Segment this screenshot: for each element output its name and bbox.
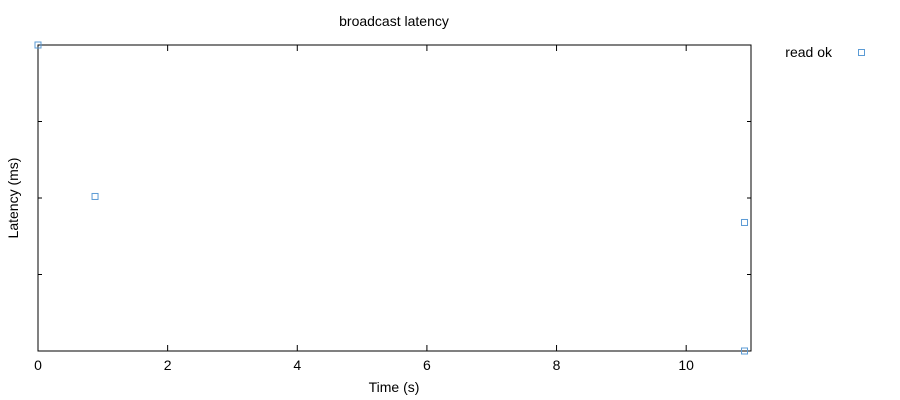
data-point bbox=[34, 41, 42, 49]
legend: read ok bbox=[785, 44, 865, 60]
plot-frame bbox=[37, 44, 752, 352]
x-axis: 0 2 4 6 8 10 bbox=[34, 45, 694, 373]
x-axis-label: Time (s) bbox=[369, 379, 420, 395]
x-tick-label: 0 bbox=[34, 357, 42, 373]
x-tick-label: 4 bbox=[293, 357, 301, 373]
x-tick-label: 10 bbox=[678, 357, 694, 373]
x-tick-label: 2 bbox=[164, 357, 172, 373]
data-point bbox=[741, 218, 749, 226]
data-point bbox=[741, 347, 749, 355]
y-axis-label: Latency (ms) bbox=[5, 158, 21, 239]
x-tick-label: 8 bbox=[553, 357, 561, 373]
legend-marker-read-ok bbox=[858, 49, 865, 56]
data-point bbox=[91, 192, 99, 200]
legend-label-read-ok: read ok bbox=[785, 44, 833, 60]
chart-title: broadcast latency bbox=[339, 13, 449, 29]
series-read-ok bbox=[34, 41, 749, 355]
y-axis bbox=[38, 44, 751, 352]
plot-border bbox=[37, 44, 752, 352]
x-tick-label: 6 bbox=[423, 357, 431, 373]
